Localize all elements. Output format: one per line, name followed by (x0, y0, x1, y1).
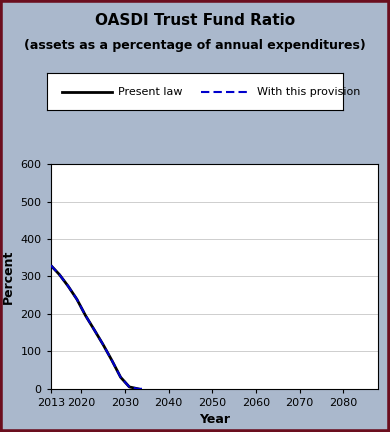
Text: OASDI Trust Fund Ratio: OASDI Trust Fund Ratio (95, 13, 295, 28)
Text: (assets as a percentage of annual expenditures): (assets as a percentage of annual expend… (24, 39, 366, 52)
Text: With this provision: With this provision (257, 87, 361, 97)
X-axis label: Year: Year (199, 413, 230, 426)
Text: Present law: Present law (118, 87, 183, 97)
Y-axis label: Percent: Percent (2, 249, 15, 304)
